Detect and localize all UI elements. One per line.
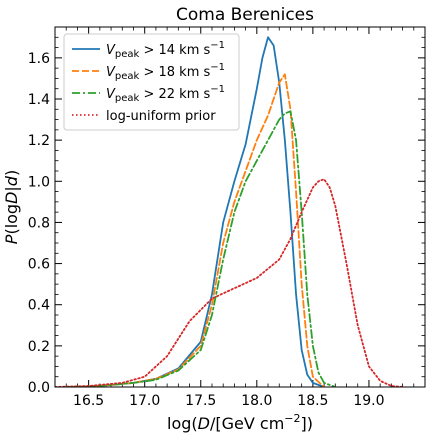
legend-label-2: Vpeak > 22 km s−1 [106, 84, 225, 104]
series-line-2 [65, 110, 337, 387]
series-line-3 [55, 178, 404, 387]
x-tick-label-3: 18.0 [241, 393, 272, 409]
x-tick-label-4: 18.5 [297, 393, 328, 409]
y-axis-label: P(logD|d) [2, 170, 21, 244]
y-tick-label-7: 1.4 [28, 92, 50, 108]
legend-label-3: log-uniform prior [106, 109, 216, 124]
legend-label-1: Vpeak > 18 km s−1 [106, 62, 225, 82]
plot-frame [54, 26, 426, 388]
y-tick-label-0: 0.0 [28, 380, 50, 396]
x-tick-label-0: 16.5 [73, 393, 104, 409]
y-tick-label-2: 0.4 [28, 298, 50, 314]
tick-label-layer: 16.5 17.0 17.5 18.0 18.5 19.0 0.0 0.2 0.4 0.6 0.8 1… [28, 51, 385, 409]
x-tick-label-2: 17.5 [185, 393, 216, 409]
x-tick-label-5: 19.0 [353, 393, 384, 409]
y-tick-label-1: 0.2 [28, 339, 50, 355]
series-layer [55, 36, 404, 387]
y-tick-label-6: 1.2 [28, 133, 50, 149]
chart-title: Coma Berenices [176, 5, 314, 25]
tick-layer [54, 26, 425, 388]
x-tick-label-1: 17.0 [129, 393, 160, 409]
legend-box [63, 33, 240, 131]
y-tick-label-5: 1.0 [28, 174, 50, 190]
x-axis-label: log(D/[GeV cm−2]) [167, 412, 313, 433]
y-tick-label-4: 0.8 [28, 215, 50, 231]
y-tick-label-8: 1.6 [28, 51, 50, 67]
y-tick-label-3: 0.6 [28, 257, 50, 273]
legend-label-0: Vpeak > 14 km s−1 [106, 40, 225, 60]
